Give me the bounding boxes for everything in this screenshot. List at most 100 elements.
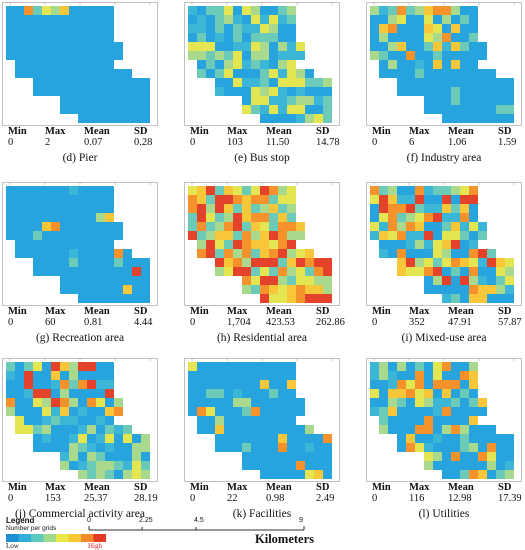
grid-cell <box>6 33 15 42</box>
grid-cell <box>397 24 406 33</box>
grid-cell <box>415 204 424 213</box>
grid-cell <box>460 114 469 123</box>
grid-cell <box>379 416 388 425</box>
grid-cell <box>496 470 505 479</box>
grid-cell <box>424 389 433 398</box>
grid-cell <box>406 434 415 443</box>
grid-cell <box>69 362 78 371</box>
grid-cell <box>242 195 251 204</box>
grid-cell <box>296 285 305 294</box>
grid-cell <box>460 24 469 33</box>
grid-cell <box>105 195 114 204</box>
grid-cell <box>487 267 496 276</box>
grid-cell <box>260 222 269 231</box>
grid-cell <box>451 222 460 231</box>
grid-cell <box>87 231 96 240</box>
grid-cell <box>442 258 451 267</box>
grid-cell <box>260 15 269 24</box>
grid-cell <box>224 6 233 15</box>
grid-cell <box>451 425 460 434</box>
grid-cell <box>260 452 269 461</box>
stat-label-mean: Mean <box>448 306 474 317</box>
grid-cell <box>206 51 215 60</box>
legend-ramp-swatch <box>31 534 44 542</box>
grid-cell <box>105 114 114 123</box>
grid-cell <box>51 60 60 69</box>
grid-cell <box>406 258 415 267</box>
grid-cell <box>6 186 15 195</box>
grid-cell <box>51 434 60 443</box>
stat-value-sd: 262.86 <box>316 317 345 328</box>
grid-cell <box>224 389 233 398</box>
grid-cell <box>406 195 415 204</box>
grid-cell <box>6 42 15 51</box>
grid-cell <box>370 204 379 213</box>
grid-cell <box>233 389 242 398</box>
grid-cell <box>233 60 242 69</box>
grid-cell <box>215 434 224 443</box>
grid-cell <box>233 362 242 371</box>
grid-cell <box>206 195 215 204</box>
grid-cell <box>215 33 224 42</box>
grid-cell <box>388 60 397 69</box>
grid-cell <box>269 416 278 425</box>
grid-cell <box>478 443 487 452</box>
grid-cell <box>233 42 242 51</box>
grid-cell <box>96 51 105 60</box>
grid-cell <box>451 240 460 249</box>
grid-cell <box>215 195 224 204</box>
grid-cell <box>96 461 105 470</box>
panel-caption: (k) Facilities <box>232 508 292 520</box>
stat-value-min: 0 <box>372 493 378 504</box>
grid-cell <box>323 258 332 267</box>
grid-cell <box>406 87 415 96</box>
grid-cell <box>251 434 260 443</box>
grid-cell <box>287 78 296 87</box>
grid-cell <box>460 213 469 222</box>
grid-cell <box>206 416 215 425</box>
grid-cell <box>424 213 433 222</box>
grid-cell <box>278 186 287 195</box>
grid-cell <box>433 195 442 204</box>
grid-cell <box>269 258 278 267</box>
grid-cell <box>233 222 242 231</box>
grid-cell <box>442 24 451 33</box>
grid-cell <box>242 231 251 240</box>
grid-cell <box>233 24 242 33</box>
grid-cell <box>224 443 233 452</box>
grid-cell <box>206 362 215 371</box>
grid-cell <box>132 96 141 105</box>
grid-cell <box>251 96 260 105</box>
stat-value-sd: 1.59 <box>498 137 517 148</box>
grid-cell <box>469 380 478 389</box>
grid-cell <box>87 371 96 380</box>
grid-cell <box>269 6 278 15</box>
grid-cell <box>424 258 433 267</box>
grid-cell <box>141 87 150 96</box>
grid-cell <box>24 69 33 78</box>
grid-cell <box>287 33 296 42</box>
grid-cell <box>233 6 242 15</box>
grid-cell <box>123 114 132 123</box>
grid-cell <box>69 276 78 285</box>
grid-cell <box>87 380 96 389</box>
stat-value-max: 116 <box>409 493 425 504</box>
grid-cell <box>96 470 105 479</box>
grid-cell <box>415 249 424 258</box>
grid-cell <box>188 398 197 407</box>
grid-cell <box>42 231 51 240</box>
grid-cell <box>433 24 442 33</box>
grid-cell <box>460 389 469 398</box>
grid-cell <box>114 276 123 285</box>
grid-cell <box>424 416 433 425</box>
grid-cell <box>269 249 278 258</box>
grid-cell <box>269 195 278 204</box>
grid-cell <box>379 222 388 231</box>
grid-cell <box>78 15 87 24</box>
grid-cell <box>505 285 514 294</box>
grid-cell <box>433 105 442 114</box>
grid-cell <box>233 249 242 258</box>
grid-cell <box>287 398 296 407</box>
grid-cell <box>251 231 260 240</box>
grid-cell <box>224 222 233 231</box>
